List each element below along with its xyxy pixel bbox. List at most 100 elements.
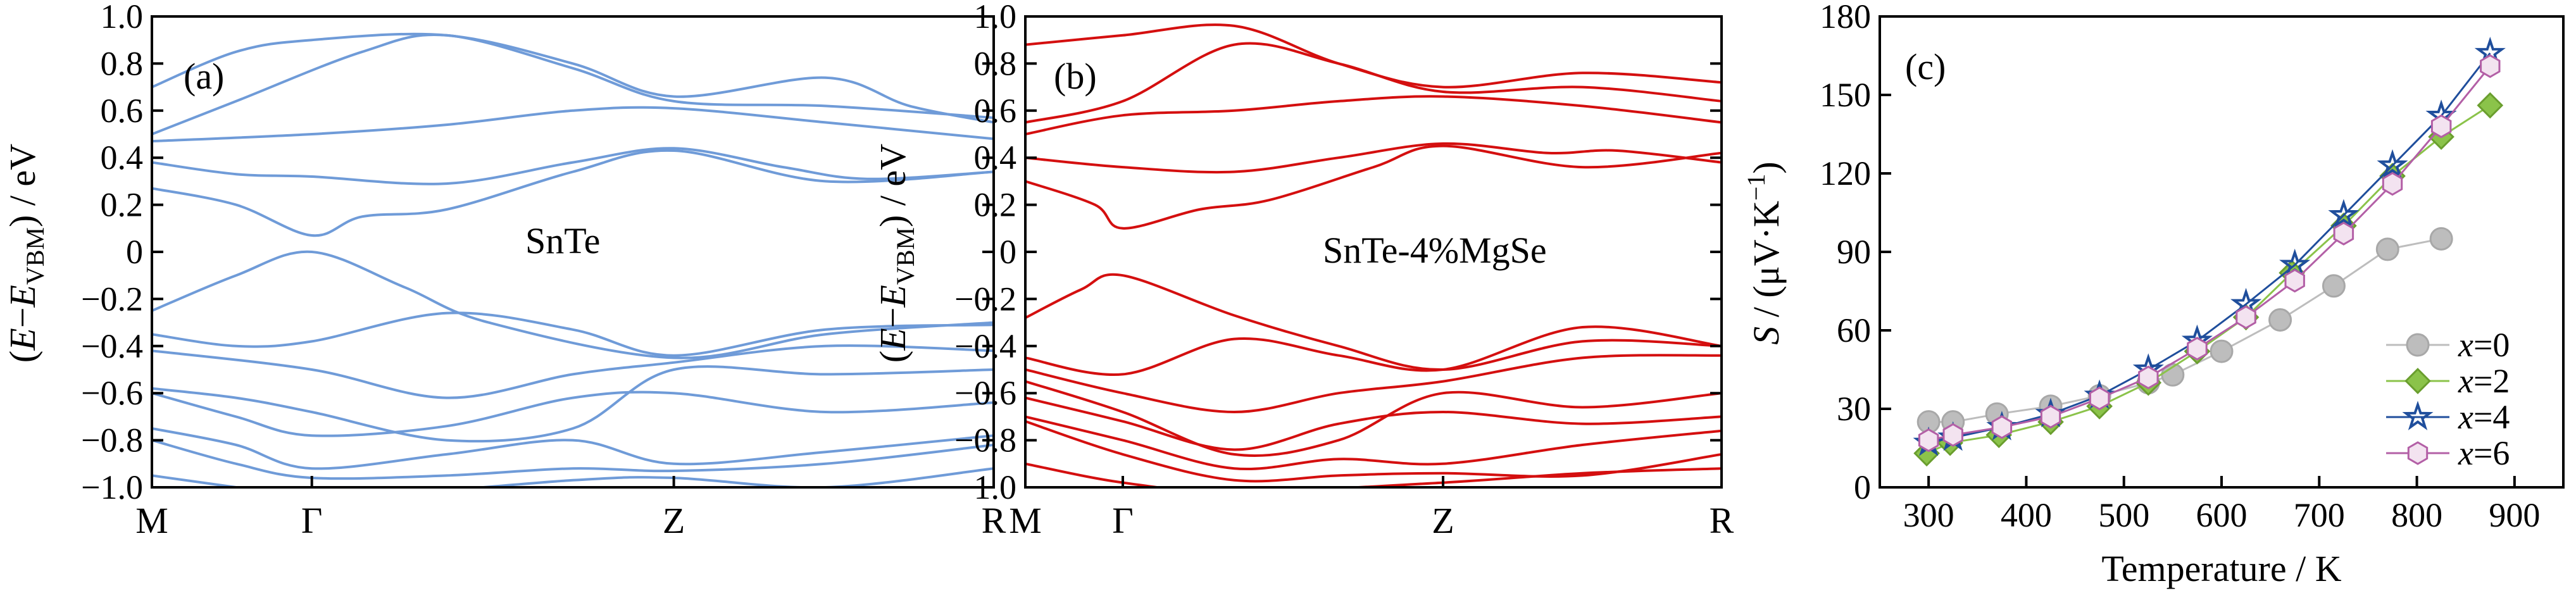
panel-a-ylabel-sub: VBM	[21, 227, 49, 285]
panel-c-x-ticks: 300 400 500 600 700 800 900	[1903, 476, 2540, 534]
panel-c-ytick-label-5: 150	[1820, 76, 1871, 114]
panel-a-band-7	[152, 344, 994, 399]
panel-a-ylabel-e2: E	[2, 285, 43, 308]
series-x=0	[1916, 227, 2453, 434]
series-x=6-point-1	[1942, 423, 1963, 447]
series-x=2-point-12	[2477, 92, 2504, 119]
panel-a-band-9	[152, 390, 994, 437]
panel-c: 0 30 60 90 120 150 180 300 400 500 600 700 800 900 (…	[1742, 0, 2565, 589]
panel-b-ylabel-post: ) / eV	[872, 144, 913, 227]
panel-b-ylabel-sub: VBM	[891, 227, 920, 285]
panel-a-bands	[152, 32, 994, 487]
legend-eq-x=0: =0	[2473, 326, 2510, 364]
panel-b-ylabel-pre: (	[872, 351, 913, 363]
panel-b-band-6	[1025, 325, 1722, 377]
panel-a-ytick-label-7: 0.4	[101, 139, 144, 177]
series-x=2-line	[1926, 104, 2491, 454]
legend-label-x=2: x=2	[2458, 362, 2510, 400]
panel-a-ytick-label-6: 0.2	[101, 186, 144, 224]
panel-a-y-axis-label: (E−EVBM) / eV	[2, 144, 49, 363]
series-x=4-line	[1928, 52, 2491, 444]
legend-marker-x=0	[2406, 333, 2430, 357]
panel-b-frame	[1024, 15, 1723, 489]
panel-b-ylabel-e2: E	[872, 285, 913, 308]
series-x=0-point-11	[2429, 227, 2453, 251]
panel-b-xtick-label-1: Γ	[1112, 500, 1134, 541]
panel-b-ytick-label-5: 0	[999, 233, 1016, 271]
panel-c-ytick-label-6: 180	[1820, 0, 1871, 35]
panel-a-ytick-label-4: −0.2	[81, 280, 143, 318]
series-x=6-point-3	[2040, 404, 2061, 429]
panel-b-band-11	[1025, 420, 1722, 483]
panel-a-label: (a)	[184, 56, 224, 97]
panel-c-xtick-label-0: 300	[1903, 496, 1954, 534]
legend-eq-x=4: =4	[2473, 398, 2510, 436]
series-x=6-point-5	[2138, 365, 2159, 390]
series-x=6-point-0	[1918, 428, 1939, 453]
panel-c-frame	[1879, 15, 2565, 489]
panel-a-ytick-label-1: −0.8	[81, 421, 143, 459]
legend-eq-x=2: =2	[2473, 362, 2510, 400]
panel-a: −1.0 −0.8 −0.6 −0.4 −0.2 0 0.2 0.4 0.6 0.8 1.0 M Γ Z…	[2, 0, 1006, 541]
panel-c-series	[1913, 37, 2506, 467]
panel-b-label: (b)	[1054, 56, 1097, 97]
series-x=6-point-10	[2382, 172, 2403, 196]
panel-b-ytick-label-0: −1.0	[954, 468, 1016, 506]
panel-b-band-group	[1025, 23, 1722, 487]
series-x=6-line	[1928, 65, 2491, 442]
series-x=4-point-10	[2377, 149, 2408, 179]
legend-label-x=6: x=6	[2458, 434, 2510, 472]
series-x=4	[1913, 37, 2506, 456]
legend-var-x=0: x	[2458, 326, 2473, 364]
panel-c-y-axis-label: S / (μV·K−1)	[1742, 161, 1787, 345]
panel-a-ylabel-minus: −	[2, 308, 43, 328]
panel-c-ytick-label-4: 120	[1820, 154, 1871, 192]
series-x=6-point-7	[2235, 305, 2256, 330]
panel-a-ylabel-post: ) / eV	[2, 144, 43, 227]
legend-label-x=4: x=4	[2458, 398, 2510, 436]
legend-var-x=6: x	[2458, 434, 2473, 472]
panel-b-ylabel-minus: −	[872, 308, 913, 328]
panel-a-band-0	[152, 32, 994, 124]
panel-a-xtick-label-2: Z	[663, 500, 685, 541]
series-x=6	[1918, 54, 2501, 453]
panel-c-xtick-label-5: 800	[2391, 496, 2442, 534]
panel-b-band-3	[1025, 142, 1722, 174]
panel-b-band-0	[1025, 23, 1722, 89]
panel-b-xtick-label-3: R	[1710, 500, 1734, 541]
panel-a-band-2	[152, 106, 994, 143]
series-x=6-point-6	[2187, 337, 2208, 361]
panel-c-ylabel-end: )	[1746, 161, 1787, 173]
panel-a-ytick-label-10: 1.0	[101, 0, 144, 35]
panel-c-xtick-label-6: 900	[2489, 496, 2540, 534]
panel-c-ytick-label-0: 0	[1854, 468, 1871, 506]
series-x=6-point-9	[2333, 222, 2354, 246]
legend-marker-x=6	[2407, 441, 2429, 465]
series-x=6-point-8	[2284, 268, 2305, 293]
panel-b-ytick-label-2: −0.6	[954, 374, 1016, 412]
panel-a-band-group	[152, 32, 994, 487]
panel-b-band-7	[1025, 354, 1722, 414]
panel-b-xtick-label-0: M	[1009, 500, 1042, 541]
series-x=6-point-12	[2480, 54, 2501, 78]
panel-b-band-1	[1025, 42, 1722, 124]
series-x=6-point-4	[2089, 386, 2110, 411]
panel-a-band-10	[152, 427, 994, 470]
series-x=4-point-9	[2328, 199, 2360, 228]
legend-var-x=2: x	[2458, 362, 2473, 400]
panel-b-ytick-label-10: 1.0	[974, 0, 1017, 35]
panel-b-band-2	[1025, 95, 1722, 135]
panel-b-y-ticks: −1.0 −0.8 −0.6 −0.4 −0.2 0 0.2 0.4 0.6 0.8 1.0	[954, 0, 1722, 506]
panel-a-ylabel-pre: (	[2, 351, 43, 363]
panel-a-ytick-label-9: 0.8	[101, 44, 144, 82]
panel-a-band-5	[152, 250, 994, 359]
series-x=0-line	[1929, 237, 2442, 423]
panel-b-band-8	[1025, 380, 1722, 457]
panel-c-ylabel-sup: −1	[1742, 174, 1770, 201]
legend-marker-x=2	[2404, 368, 2431, 394]
panel-a-band-6	[152, 311, 994, 357]
panel-a-xtick-label-3: R	[982, 500, 1006, 541]
panel-c-xtick-label-2: 500	[2098, 496, 2149, 534]
